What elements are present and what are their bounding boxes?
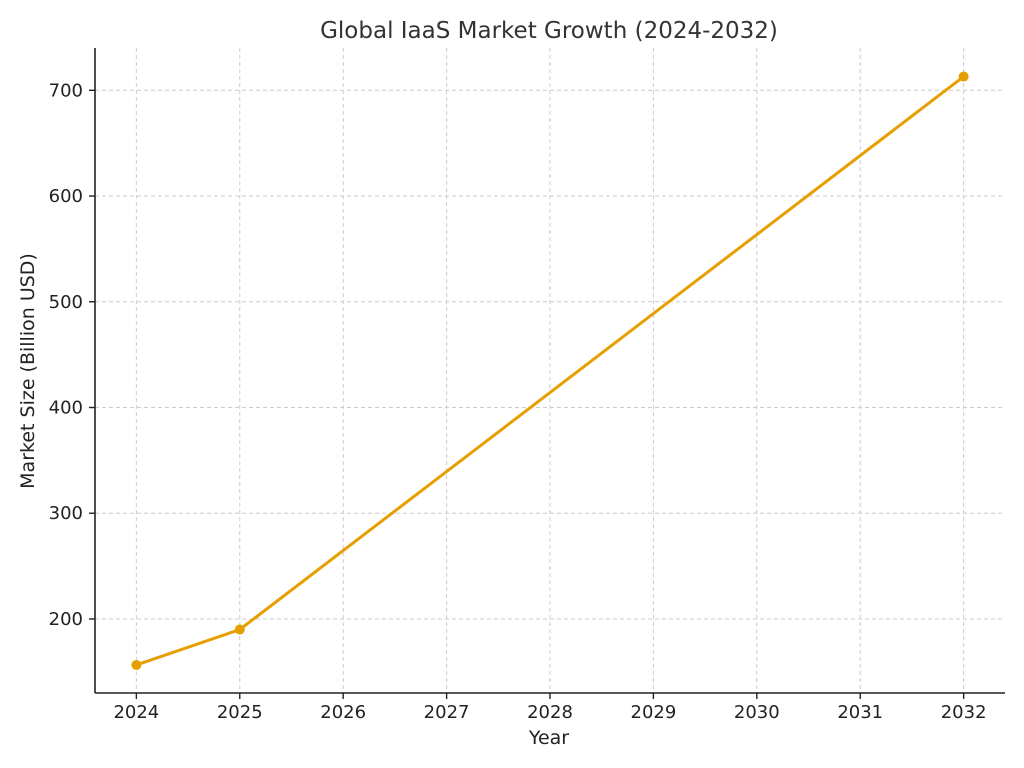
x-tick-label: 2026	[320, 702, 366, 723]
y-tick-label: 500	[49, 292, 83, 313]
x-tick-label: 2028	[527, 702, 573, 723]
x-tick-label: 2027	[424, 702, 470, 723]
y-tick-label: 400	[49, 398, 83, 419]
x-axis-label: Year	[528, 727, 569, 749]
data-point	[958, 71, 969, 82]
x-axis-ticks: 2024 2025 2026 2027 2028 2029 2030 2031 2032	[113, 693, 987, 723]
y-tick-label: 200	[49, 609, 83, 630]
x-tick-label: 2030	[734, 702, 780, 723]
x-tick-label: 2024	[113, 702, 159, 723]
data-point	[234, 624, 245, 635]
y-tick-label: 300	[49, 503, 83, 524]
y-axis-ticks: 200 300 400 500 600 700	[49, 80, 95, 630]
chart-title: Global IaaS Market Growth (2024-2032)	[320, 18, 778, 44]
data-point	[131, 659, 142, 670]
y-axis-label: Market Size (Billion USD)	[17, 253, 39, 489]
x-tick-label: 2031	[837, 702, 883, 723]
x-tick-label: 2029	[631, 702, 677, 723]
x-tick-label: 2032	[941, 702, 987, 723]
series-layer	[131, 71, 969, 670]
y-tick-label: 600	[49, 186, 83, 207]
y-tick-label: 700	[49, 80, 83, 101]
x-gridlines	[135, 48, 965, 693]
x-tick-label: 2025	[217, 702, 263, 723]
y-gridlines	[95, 89, 1005, 620]
